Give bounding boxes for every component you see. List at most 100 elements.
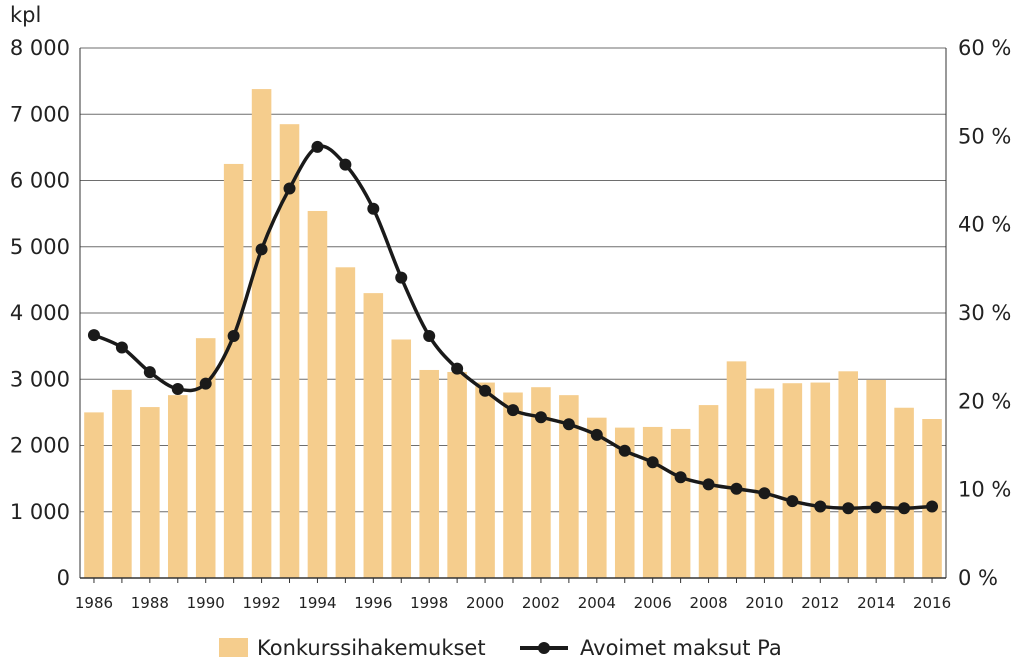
bar	[642, 426, 663, 578]
bar	[726, 361, 747, 578]
x-tick-label: 1998	[410, 594, 448, 612]
x-tick-label: 2004	[578, 594, 616, 612]
bar	[698, 405, 719, 578]
line-point	[562, 418, 575, 431]
x-tick-label: 2014	[857, 594, 895, 612]
y-left-tick-label: 1 000	[10, 500, 70, 524]
line-point	[255, 243, 268, 256]
x-tick-label: 2006	[634, 594, 672, 612]
line-point	[143, 366, 156, 379]
y-right-tick-label: 40 %	[958, 213, 1011, 237]
line-point	[646, 456, 659, 469]
line-series	[87, 140, 939, 515]
bar	[531, 387, 551, 578]
y-right-tick-label: 50 %	[958, 124, 1011, 148]
bar	[866, 379, 886, 578]
line-point	[87, 329, 100, 342]
bar	[559, 395, 579, 578]
y-left-tick-label: 3 000	[10, 367, 70, 391]
line-point	[507, 404, 519, 417]
legend-label-bars: Konkurssihakemukset	[257, 636, 486, 660]
bar	[195, 338, 216, 578]
line-point	[339, 158, 352, 171]
line-point	[786, 495, 799, 508]
x-tick-label: 1990	[187, 594, 225, 612]
x-tick-label: 2012	[801, 594, 839, 612]
y-left-tick-label: 7 000	[10, 102, 70, 126]
line-point	[926, 500, 939, 513]
x-tick-label: 2000	[466, 594, 504, 612]
bar	[587, 417, 607, 578]
legend-line-marker	[538, 642, 550, 654]
y-left-tick-label: 6 000	[10, 169, 70, 193]
line-point	[702, 478, 715, 491]
line-point	[842, 502, 855, 515]
bar	[614, 427, 635, 578]
x-tick-label: 2002	[522, 594, 560, 612]
line-point	[814, 500, 827, 513]
legend-label-line: Avoimet maksut Pa	[580, 636, 782, 660]
x-tick-label: 1996	[354, 594, 392, 612]
bar	[167, 395, 188, 578]
legend-swatch-bars	[219, 638, 248, 657]
y-axis-left: 0 1 000 2 000 3 000 4 000 5 000 6 000 7 000 8 00…	[10, 36, 70, 590]
line-point	[171, 382, 184, 395]
bar	[279, 124, 300, 578]
bar	[922, 419, 942, 578]
bar	[894, 407, 914, 578]
bar	[84, 412, 104, 578]
line-point	[115, 341, 128, 354]
x-tick-label: 2010	[745, 594, 783, 612]
bar	[363, 293, 384, 578]
line-point	[618, 444, 631, 457]
bar	[754, 388, 775, 578]
y-right-tick-label: 30 %	[958, 301, 1011, 325]
bar	[810, 382, 831, 578]
line-point	[311, 140, 324, 153]
x-tick-label: 2016	[913, 594, 951, 612]
line-point	[423, 329, 436, 342]
x-tick-label: 1992	[242, 594, 280, 612]
line-point	[730, 482, 743, 495]
y-left-tick-label: 8 000	[10, 36, 70, 60]
x-tick-label: 1986	[75, 594, 113, 612]
x-axis: 1986 1988 1990 1992 1994 1996 1998 2000 2002 2004…	[75, 594, 951, 612]
line-point	[395, 271, 408, 284]
bar	[782, 383, 803, 578]
bar	[391, 339, 412, 578]
line-point	[199, 377, 212, 390]
line-point	[898, 502, 911, 515]
line-point	[870, 501, 883, 514]
line-point	[479, 384, 492, 397]
x-tick-label: 1988	[131, 594, 169, 612]
axes	[79, 48, 947, 583]
y-right-tick-label: 60 %	[958, 36, 1011, 60]
legend: Konkurssihakemukset Avoimet maksut Pa	[219, 636, 782, 660]
y-left-tick-label: 5 000	[10, 235, 70, 259]
bar	[140, 407, 160, 578]
bar	[335, 267, 356, 578]
y-right-tick-label: 0 %	[958, 566, 998, 590]
y-axis-right: 0 % 10 % 20 % 30 % 40 % 50 % 60 %	[958, 36, 1011, 590]
line-point	[227, 329, 240, 342]
x-tick-label: 1994	[298, 594, 336, 612]
y-left-tick-label: 0	[57, 566, 70, 590]
line-point	[674, 471, 687, 484]
bar	[447, 371, 467, 578]
x-tick-label: 2008	[689, 594, 727, 612]
bar	[475, 382, 495, 578]
bar-series	[84, 89, 942, 578]
y-left-tick-label: 2 000	[10, 434, 70, 458]
bar	[112, 389, 132, 578]
line-point	[451, 362, 464, 375]
line-point	[283, 182, 296, 195]
y-left-tick-label: 4 000	[10, 301, 70, 325]
line-point	[590, 428, 603, 441]
line-point	[758, 487, 771, 500]
line-point	[534, 411, 547, 424]
bar	[307, 210, 328, 578]
y-axis-unit-label: kpl	[10, 3, 41, 27]
bar	[223, 163, 244, 578]
bar	[670, 428, 691, 578]
